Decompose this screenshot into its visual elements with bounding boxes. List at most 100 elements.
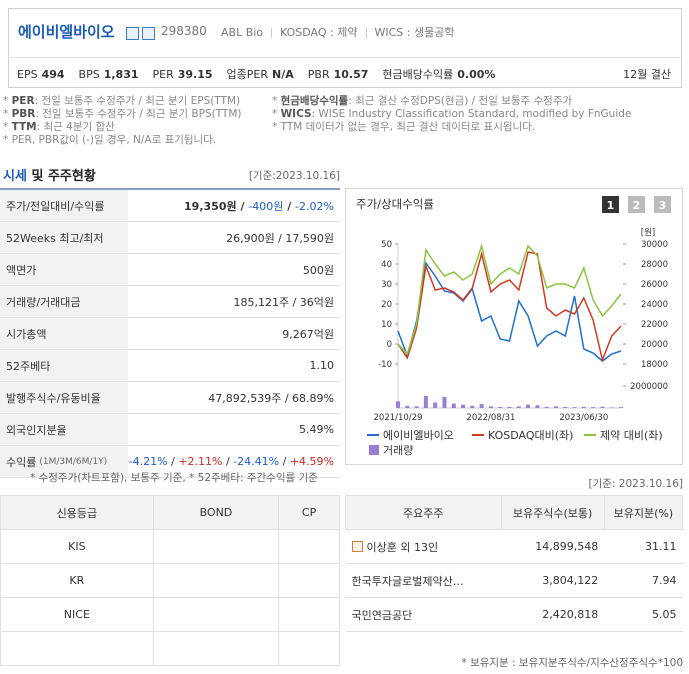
volume-bar [498, 406, 503, 408]
volume-bar [526, 404, 531, 408]
row-value: 500원 [128, 262, 340, 278]
market-row: 주가/전일대비/수익률 19,350원 / -400원 / -2.02% [0, 190, 340, 222]
volume-bar [470, 405, 475, 408]
market-table: 주가/전일대비/수익률 19,350원 / -400원 / -2.02% 52Wee… [0, 188, 340, 478]
metric-value: N/A [272, 68, 294, 81]
row-value: -4.21% / +2.11% / -24.41% / +4.59% [128, 455, 340, 468]
metric: 업종PER N/A [227, 68, 294, 81]
value: 5.49% [299, 423, 334, 436]
note-term: PER [11, 95, 35, 107]
chart-button-label[interactable]: 1 [607, 199, 615, 212]
label: 52Weeks 최고/최저 [6, 231, 104, 245]
sub-item: KOSDAQ : 제약 [280, 26, 358, 39]
title-part: 및 주주현황 [31, 169, 96, 184]
cell [152, 597, 280, 632]
metric: EPS 494 [17, 68, 65, 81]
volume-bar [619, 407, 623, 408]
note-bullet: * [3, 95, 9, 107]
chart-button[interactable] [654, 196, 671, 213]
legend-label: KOSDAQ대비(좌) [488, 429, 573, 442]
footnote: * 보유지분 : 보유지분주식수/지수산정주식수*100 [461, 657, 683, 669]
value: 1.10 [309, 359, 335, 372]
cell [278, 631, 340, 666]
chart-button-label[interactable]: 3 [659, 199, 667, 212]
row: 한국투자글로벌제약산… 3,804,122 7.94 [345, 563, 683, 598]
market-row: 52주베타 1.10 [0, 350, 340, 382]
value: / [283, 199, 296, 213]
series-line [397, 243, 622, 356]
volume-bar [591, 407, 596, 408]
company-name[interactable]: 에이비엘바이오 [18, 23, 115, 41]
row-value: 185,121주 / 36억원 [128, 294, 340, 310]
cell [278, 563, 340, 598]
row-label: 외국인지분율 [0, 414, 128, 445]
note: * TTM: 최근 4분기 합산 [3, 121, 242, 134]
holder-name[interactable]: 한국투자글로벌제약산… [351, 574, 464, 588]
section-title: 시세 및 주주현황 [3, 165, 96, 184]
volume-bar [553, 406, 558, 408]
note-term: TTM [11, 121, 37, 133]
label: 외국인지분율 [6, 423, 67, 437]
metric-value: 39.15 [177, 68, 213, 81]
x-tick-label: 2023/06/30 [559, 413, 608, 423]
chart-panel: 주가/상대수익률 1 2 3 [원] -10 0 10 20 30 40 50 18000 20000 22… [345, 188, 683, 465]
separator [271, 28, 273, 38]
value: / [222, 455, 234, 468]
metric-label: PER [152, 68, 174, 81]
note-text: : 최근 결산 수정DPS(현금) / 전일 보통주 수정주가 [348, 95, 573, 107]
volume-bar [414, 406, 419, 408]
row [0, 631, 340, 666]
label-note: (1M/3M/6M/1Y) [39, 456, 108, 467]
icon[interactable] [142, 27, 155, 40]
shares-cell: 3,804,122 [501, 563, 605, 598]
volume-bar [507, 406, 512, 408]
value: -400원 [248, 199, 284, 213]
metric: 현금배당수익률 0.00% [382, 68, 495, 81]
legend-label: 제약 대비(좌) [600, 428, 663, 442]
note-text: PER, PBR값이 (-)일 경우, N/A로 표기됩니다. [11, 134, 217, 146]
value: 47,892,539주 / 68.89% [208, 391, 334, 405]
y-tick-label: 0 [387, 340, 392, 350]
notes: * 현금배당수익률: 최근 결산 수정DPS(현금) / 전일 보통주 수정주가… [272, 95, 631, 134]
volume-bar [544, 406, 549, 408]
market-row: 발행주식수/유동비율 47,892,539주 / 68.89% [0, 382, 340, 414]
metrics: EPS 494 BPS 1,831 PER 39.15 업종PER N/A PBR 10.57 현금… [17, 66, 509, 82]
sub-item: WICS : 생물공학 [374, 26, 455, 39]
cell [152, 631, 280, 666]
row-label: 52주베타 [0, 350, 128, 381]
metric-label: BPS [78, 68, 100, 81]
expand-icon[interactable] [351, 540, 363, 552]
volume-bar [405, 405, 410, 408]
chart-button[interactable] [602, 196, 619, 213]
market-row: 시가총액 9,267억원 [0, 318, 340, 350]
chart-button-label[interactable]: 2 [633, 199, 641, 212]
x-tick-label: 2021/10/29 [374, 413, 423, 423]
chart-button[interactable] [628, 196, 645, 213]
date: [기준: 2023.10.16] [588, 478, 683, 490]
y2-tick-label: 18000 [641, 360, 668, 370]
credit-table: 신용등급 BOND CP KIS KR NICE [0, 495, 340, 666]
name-cell: 이상훈 외 13인 [345, 529, 501, 564]
note: * TTM 데이터가 없는 경우, 최근 결산 데이터로 표시됩니다. [272, 121, 631, 134]
market-row: 액면가 500원 [0, 254, 340, 286]
holder-name[interactable]: 이상훈 외 13인 [366, 540, 439, 554]
row: NICE [0, 597, 340, 632]
y2-tick-label: 24000 [641, 300, 668, 310]
volume-bar [563, 406, 568, 408]
row: KR [0, 563, 340, 598]
note-bullet: * [272, 121, 278, 133]
row-value: 1.10 [128, 359, 340, 372]
volume-bar [423, 395, 428, 408]
market-row: 거래량/거래대금 185,121주 / 36억원 [0, 286, 340, 318]
fiscal: 12월 결산 [623, 68, 671, 81]
metric: PBR 10.57 [308, 68, 369, 81]
metric-label: PBR [307, 68, 330, 81]
label: 주가/전일대비/수익률 [6, 199, 105, 213]
axis-unit: [원] [641, 228, 655, 238]
metric: PER 39.15 [153, 68, 213, 81]
row-label: 52Weeks 최고/최저 [0, 222, 128, 253]
icon[interactable] [126, 27, 139, 40]
volume-bar [572, 407, 577, 408]
pct-cell: 31.11 [604, 529, 683, 564]
holder-name[interactable]: 국민연금공단 [351, 608, 413, 622]
